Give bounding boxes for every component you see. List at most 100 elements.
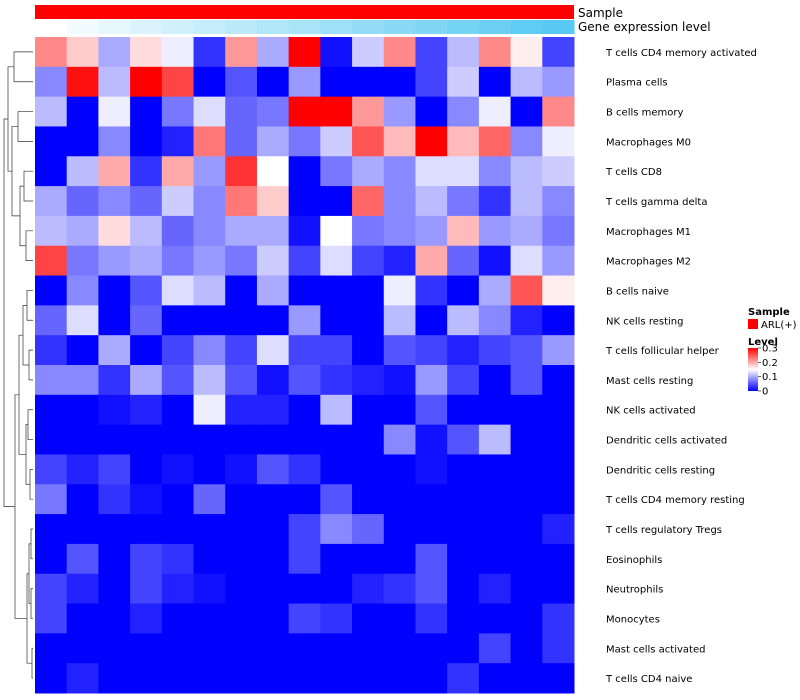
- heatmap-cell: [415, 573, 448, 605]
- heatmap-cell: [415, 126, 448, 157]
- row-label: B cells naive: [606, 286, 669, 297]
- heatmap-cell: [510, 305, 543, 336]
- heatmap-cell: [161, 37, 195, 68]
- heatmap-cell: [130, 424, 163, 455]
- heatmap-cell: [542, 484, 575, 515]
- heatmap-cell: [256, 96, 290, 127]
- row-label: T cells gamma delta: [605, 197, 707, 208]
- heatmap-cell: [510, 454, 543, 485]
- heatmap-cell: [66, 126, 99, 157]
- heatmap-cell: [415, 633, 448, 664]
- heatmap-cell: [542, 37, 575, 68]
- heatmap-cell: [35, 484, 68, 515]
- heatmap-cell: [161, 335, 195, 366]
- heatmap-cell: [352, 335, 385, 366]
- dendrogram-branch: [14, 394, 27, 619]
- heatmap-cell: [288, 633, 321, 664]
- heatmap-cell: [256, 454, 290, 485]
- heatmap-cell: [383, 156, 416, 187]
- heatmap-cell: [383, 633, 416, 664]
- dendrogram-branch: [22, 305, 29, 366]
- heatmap-cell: [542, 633, 575, 664]
- heatmap-cell: [510, 663, 543, 694]
- heatmap-cell: [320, 633, 353, 664]
- heatmap-cell: [256, 126, 290, 157]
- heatmap-cell: [510, 573, 543, 605]
- heatmap-cell: [130, 484, 163, 515]
- heatmap-cell: [130, 275, 163, 306]
- heatmap-cell: [35, 245, 68, 277]
- heatmap-cell: [383, 394, 416, 426]
- heatmap-cell: [447, 335, 480, 366]
- annotation-gene-cell: [98, 20, 131, 34]
- heatmap-cell: [415, 305, 448, 336]
- heatmap-cell: [478, 394, 512, 426]
- heatmap-cell: [320, 573, 353, 605]
- heatmap-cell: [288, 245, 321, 277]
- heatmap-cell: [383, 66, 416, 98]
- dendrogram-branch: [23, 170, 33, 202]
- heatmap-cell: [510, 156, 543, 187]
- heatmap-cell: [256, 365, 290, 396]
- dendrogram-branch: [30, 528, 33, 560]
- heatmap-cell: [288, 663, 321, 694]
- heatmap-cell: [478, 245, 512, 277]
- heatmap-cell: [510, 633, 543, 664]
- heatmap-cell: [542, 156, 575, 187]
- heatmap-cell: [225, 37, 258, 68]
- heatmap-cell: [415, 215, 448, 247]
- heatmap-cell: [478, 186, 512, 217]
- heatmap-cell: [66, 335, 99, 366]
- heatmap-cell: [130, 96, 163, 127]
- heatmap-cell: [383, 96, 416, 127]
- heatmap-cell: [225, 424, 258, 455]
- heatmap-cell: [478, 305, 512, 336]
- heatmap-cell: [288, 394, 321, 426]
- heatmap-cell: [66, 66, 99, 98]
- heatmap-cell: [161, 633, 195, 664]
- row-label: T cells CD4 memory resting: [605, 495, 745, 506]
- heatmap-cell: [130, 305, 163, 336]
- heatmap-cell: [447, 663, 480, 694]
- heatmap-cell: [66, 573, 99, 605]
- heatmap-cell: [352, 663, 385, 694]
- heatmap-cell: [352, 275, 385, 306]
- heatmap-cell: [225, 305, 258, 336]
- heatmap-cell: [383, 454, 416, 485]
- heatmap-cell: [352, 305, 385, 336]
- heatmap-cell: [98, 66, 131, 98]
- heatmap-cell: [415, 335, 448, 366]
- heatmap-cell: [288, 37, 321, 68]
- heatmap-cell: [225, 245, 258, 277]
- row-label: Dendritic cells activated: [606, 436, 727, 447]
- heatmap-cell: [352, 514, 385, 545]
- annotation-gene-cell: [478, 20, 512, 34]
- row-label: Macrophages M0: [606, 137, 691, 148]
- heatmap-cell: [98, 305, 131, 336]
- heatmap-cell: [478, 215, 512, 247]
- heatmap-cell: [510, 245, 543, 277]
- heatmap-cell: [130, 215, 163, 247]
- heatmap-cell: [542, 66, 575, 98]
- heatmap-cell: [66, 603, 99, 634]
- heatmap-cell: [542, 275, 575, 306]
- dendrogram-branch: [28, 349, 33, 381]
- heatmap-cell: [161, 454, 195, 485]
- legend-tick-label: 0.1: [762, 372, 778, 383]
- heatmap-cell: [415, 186, 448, 217]
- heatmap-cell: [447, 424, 480, 455]
- heatmap-cell: [510, 394, 543, 426]
- heatmap-cell: [256, 394, 290, 426]
- heatmap-cell: [478, 454, 512, 485]
- heatmap-cell: [130, 543, 163, 575]
- heatmap-cell: [98, 543, 131, 575]
- heatmap-cell: [130, 245, 163, 277]
- row-dendrogram: [3, 51, 33, 679]
- heatmap-cell: [193, 454, 226, 485]
- heatmap-cell: [193, 215, 226, 247]
- heatmap-cell: [447, 603, 480, 634]
- heatmap-cell: [447, 305, 480, 336]
- heatmap-cell: [510, 424, 543, 455]
- heatmap-cell: [161, 275, 195, 306]
- heatmap-cell: [288, 365, 321, 396]
